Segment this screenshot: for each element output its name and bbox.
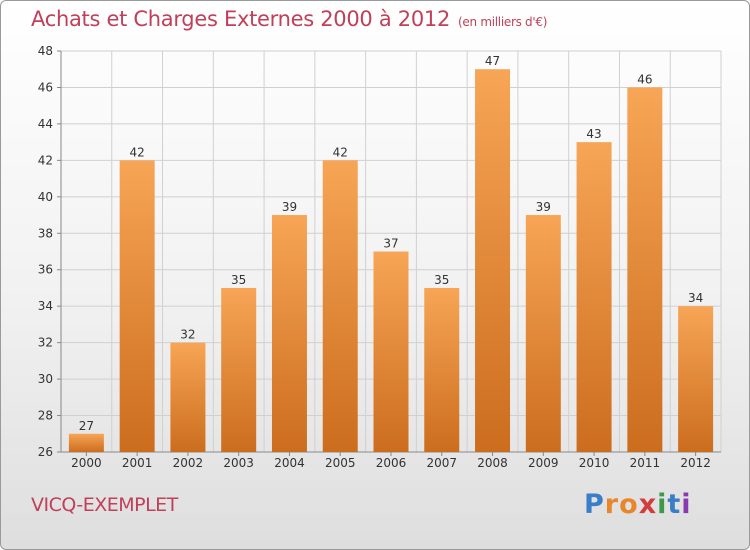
value-label-2008: 47 — [485, 54, 500, 68]
y-tick-label: 46 — [38, 80, 53, 94]
x-tick-label-2004: 2004 — [274, 456, 305, 470]
logo-letter: i — [681, 489, 692, 520]
bar-2008 — [475, 69, 511, 453]
value-label-2004: 39 — [282, 200, 297, 214]
y-tick-label: 42 — [38, 153, 53, 167]
logo-letter: o — [619, 489, 639, 520]
bar-2003 — [221, 287, 257, 452]
x-tick-label-2012: 2012 — [680, 456, 711, 470]
value-label-2012: 34 — [688, 291, 703, 305]
bar-2012 — [678, 306, 714, 452]
bar-2002 — [170, 342, 206, 452]
bar-2004 — [271, 215, 307, 452]
bar-2001 — [119, 160, 155, 452]
value-label-2010: 43 — [586, 127, 601, 141]
bar-2005 — [322, 160, 358, 452]
y-tick-label: 40 — [38, 190, 53, 204]
logo-letter: P — [584, 489, 605, 520]
chart-title: Achats et Charges Externes 2000 à 2012 (e… — [31, 7, 547, 31]
value-label-2005: 42 — [333, 145, 348, 159]
logo-letter: x — [638, 489, 658, 520]
y-tick-label: 36 — [38, 263, 53, 277]
commune-name: VICQ-EXEMPLET — [31, 494, 178, 516]
y-tick-label: 26 — [38, 445, 53, 459]
value-label-2001: 42 — [130, 145, 145, 159]
x-tick-label-2002: 2002 — [173, 456, 204, 470]
x-tick-label-2009: 2009 — [528, 456, 559, 470]
proxiti-logo[interactable]: Proxiti — [584, 489, 692, 520]
bar-2011 — [627, 87, 663, 453]
value-label-2011: 46 — [637, 72, 652, 86]
value-label-2000: 27 — [79, 419, 94, 433]
logo-letter: i — [657, 489, 668, 520]
x-tick-label-2003: 2003 — [223, 456, 254, 470]
x-tick-label-2001: 2001 — [122, 456, 153, 470]
y-tick-label: 34 — [38, 299, 53, 313]
labels: 26 28 30 32 34 36 38 40 42 44 46 48 27 2000 42 2001 32 20… — [38, 44, 711, 470]
value-label-2003: 35 — [231, 273, 246, 287]
chart-title-text: Achats et Charges Externes 2000 à 2012 — [31, 7, 451, 31]
x-tick-label-2000: 2000 — [71, 456, 102, 470]
y-tick-label: 38 — [38, 226, 53, 240]
y-tick-label: 32 — [38, 336, 53, 350]
logo-letter: r — [604, 489, 620, 520]
chart-subtitle: (en milliers d'€) — [458, 15, 548, 29]
x-tick-label-2010: 2010 — [579, 456, 610, 470]
value-label-2006: 37 — [383, 237, 398, 251]
bar-2009 — [525, 215, 561, 452]
bar-2007 — [424, 287, 460, 452]
bar-2010 — [576, 142, 612, 453]
x-tick-label-2005: 2005 — [325, 456, 356, 470]
value-label-2002: 32 — [180, 328, 195, 342]
y-tick-label: 28 — [38, 409, 53, 423]
logo-letter: t — [667, 489, 682, 520]
bars — [68, 69, 714, 453]
x-tick-label-2008: 2008 — [477, 456, 508, 470]
x-tick-label-2007: 2007 — [426, 456, 457, 470]
bar-2006 — [373, 251, 409, 452]
x-tick-label-2006: 2006 — [376, 456, 407, 470]
value-label-2009: 39 — [536, 200, 551, 214]
y-tick-label: 48 — [38, 44, 53, 58]
bar-2000 — [68, 433, 104, 452]
x-tick-label-2011: 2011 — [630, 456, 661, 470]
value-label-2007: 35 — [434, 273, 449, 287]
y-tick-label: 44 — [38, 117, 53, 131]
y-tick-label: 30 — [38, 372, 53, 386]
